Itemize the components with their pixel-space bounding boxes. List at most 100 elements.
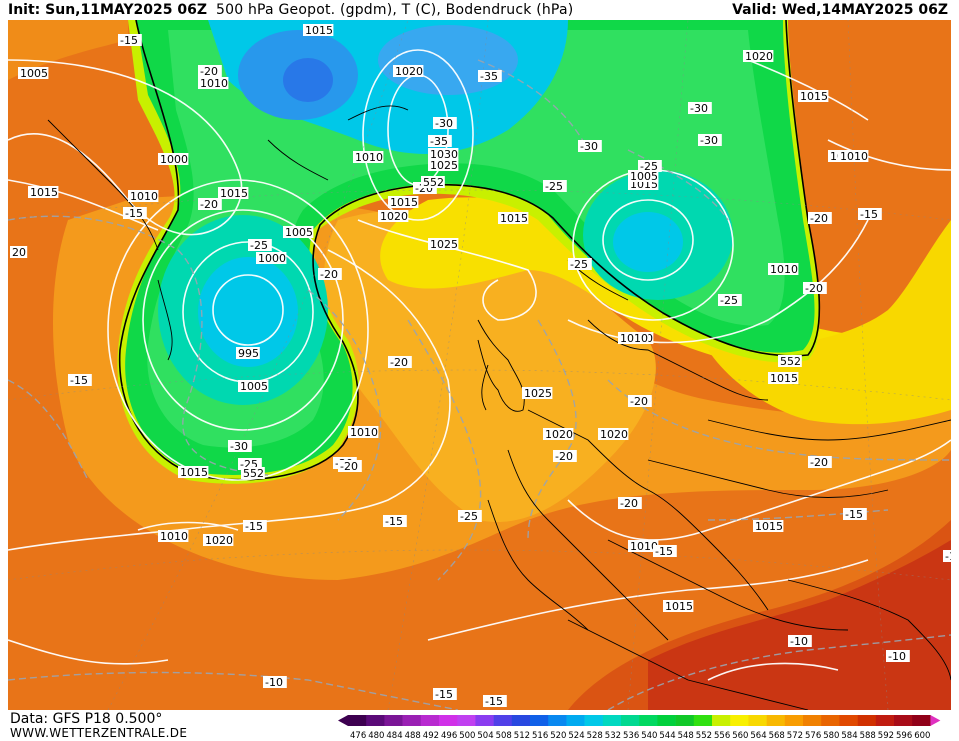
red-region: [568, 520, 951, 710]
temperature-label-box: [248, 239, 272, 251]
pressure-label-box: [753, 520, 784, 532]
temperature-label: -15: [385, 515, 403, 528]
pressure-label-box: [348, 426, 379, 438]
colorbar-tick-label: 516: [532, 731, 548, 741]
colorbar-swatch: [602, 715, 622, 726]
temperature-label: -15: [845, 508, 863, 521]
temperature-label: -15: [125, 207, 143, 220]
pressure-label: 1025: [430, 159, 458, 172]
temperature-label: -20: [620, 497, 638, 510]
colorbar-swatch: [348, 715, 367, 726]
temperature-label: -20: [390, 356, 408, 369]
colorbar-swatch: [693, 715, 713, 726]
colorbar-tick-label: 532: [605, 731, 621, 741]
pressure-label: 1015: [500, 212, 528, 225]
pressure-label: 1015: [800, 90, 828, 103]
header-bar: Init: Sun,11MAY2025 06Z 500 hPa Geopot. …: [0, 0, 959, 20]
orange-band: [8, 20, 128, 80]
geopotential-552-label: 552: [243, 467, 264, 480]
pressure-label: 20: [12, 246, 26, 259]
pressure-label-box: [203, 534, 234, 546]
pressure-label: 1000: [160, 153, 188, 166]
colorbar-swatch: [475, 715, 494, 726]
colorbar-swatch: [784, 715, 804, 726]
colorbar-tick-label: 568: [769, 731, 785, 741]
pressure-label: 1005: [285, 226, 313, 239]
colorbar-swatch: [420, 715, 440, 726]
temperature-label-box: [383, 515, 407, 527]
colorbar-tick-label: 500: [459, 731, 475, 741]
temperature-label-box: [808, 212, 832, 224]
temperature-label: -20: [200, 198, 218, 211]
colorbar-swatch: [639, 715, 658, 726]
isobars: [8, 49, 951, 681]
temperature-label-box: [543, 180, 567, 192]
temperature-label: -25: [545, 180, 563, 193]
pressure-label-box: [236, 347, 260, 359]
pressure-label: 1020: [745, 50, 773, 63]
colorbar-swatch: [366, 715, 385, 726]
temperature-label-box: [228, 440, 252, 452]
temperature-label: -30: [700, 134, 718, 147]
pressure-label: 1020: [395, 65, 423, 78]
pressure-label: 1005: [240, 380, 268, 393]
colorbar-tick-label: 572: [787, 731, 803, 741]
pressure-label-box: [743, 50, 774, 62]
colorbar-tick-label: 476: [350, 731, 366, 741]
data-source: Data: GFS P18 0.500°: [10, 711, 163, 727]
temperature-label: -20: [200, 65, 218, 78]
pressure-label-box: [628, 170, 659, 182]
temperature-label: -10: [265, 676, 283, 689]
pressure-label: 1020: [600, 428, 628, 441]
temperature-label: -35: [480, 70, 498, 83]
temperature-label: -30: [580, 140, 598, 153]
colorbar-swatch: [675, 715, 695, 726]
pressure-label-box: [838, 150, 869, 162]
colorbar-tick-label: 504: [477, 731, 493, 741]
geopotential-552-label: 552: [423, 176, 444, 189]
temperature-label: -30: [230, 440, 248, 453]
temperature-label-box: [718, 294, 742, 306]
colorbar-swatch: [493, 715, 513, 726]
light-orange-band: [323, 209, 656, 522]
temperature-label-box: [886, 650, 910, 662]
colorbar-swatch: [457, 715, 476, 726]
weather-map: 1015 1010 1005 1000 1015 1010 1020 1010 1030 1025…: [8, 20, 951, 710]
pressure-label: 1010: [840, 150, 868, 163]
colorbar-swatch: [821, 715, 840, 726]
blue-arctic-core: [283, 58, 333, 102]
colorbar-tick-label: 556: [714, 731, 730, 741]
colorbar-tick-label: 544: [659, 731, 675, 741]
geopotential-552-label: 552: [780, 355, 801, 368]
colorbar-min-arrow: [338, 715, 348, 726]
temperature-label-box: [618, 497, 642, 509]
pressure-label-box: [158, 530, 189, 542]
temperature-label-box: [858, 208, 882, 220]
temperature-label-box: [123, 207, 147, 219]
colorbar-tick-label: 492: [423, 731, 439, 741]
valid-time: Valid: Wed,14MAY2025 06Z: [732, 2, 948, 18]
temperature-label: -15: [655, 545, 673, 558]
colorbar-tick-label: 484: [386, 731, 402, 741]
pressure-label: 1010: [620, 332, 648, 345]
temperature-label: -25: [720, 294, 738, 307]
temperature-label: -15: [245, 520, 263, 533]
geopotential-552-label-box: [421, 176, 445, 188]
temperature-label-box: [808, 456, 832, 468]
pressure-label: 1015: [305, 24, 333, 37]
temperature-label: -25: [640, 160, 658, 173]
colorbar-swatch: [766, 715, 786, 726]
cyan-low-east-core: [613, 212, 683, 272]
temperature-label: -15: [435, 688, 453, 701]
temperature-label: -30: [435, 117, 453, 130]
pressure-label: 1010: [630, 540, 658, 553]
temperature-label-box: [68, 374, 92, 386]
colorbar-tick-label: 536: [623, 731, 639, 741]
pressure-label: 1015: [220, 187, 248, 200]
temperature-label: -25: [570, 258, 588, 271]
pressure-label-box: [798, 90, 829, 102]
colorbar-swatch: [875, 715, 895, 726]
lat-lon-grid: [8, 20, 951, 710]
temperature-label: -20: [810, 212, 828, 225]
